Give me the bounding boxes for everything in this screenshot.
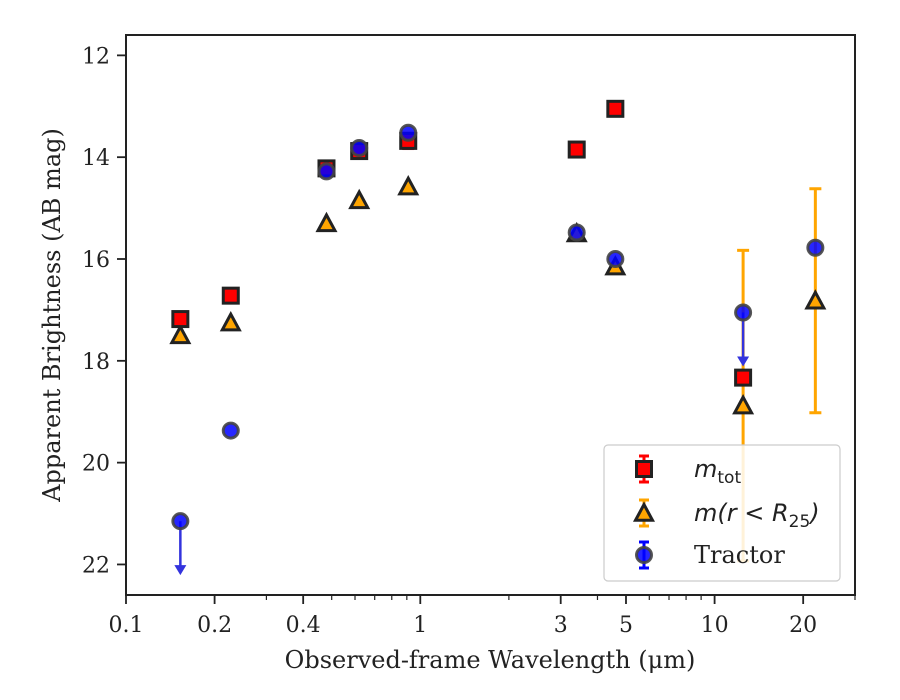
x-tick-label: 5 [619, 613, 633, 638]
circle-point [171, 512, 190, 531]
tick-labels: 0.1 0.2 0.4 1 3 5 10 20 12 14 16 18 20 22 [82, 44, 817, 638]
circle-point [317, 162, 336, 181]
y-tick-label: 20 [82, 452, 110, 477]
legend-label-main: m(r < R [694, 499, 789, 527]
triangle-point [348, 188, 371, 210]
legend-label-subscript: tot [717, 468, 741, 488]
tick-marks [117, 54, 856, 604]
series-circles [171, 123, 825, 576]
legend-label-main: Tractor [694, 541, 785, 569]
circle-point [350, 139, 369, 158]
circle-point [567, 223, 586, 242]
axes [125, 34, 856, 596]
triangle-point [169, 323, 192, 345]
legend-box [603, 444, 841, 582]
square-point [567, 140, 586, 159]
legend-label-main: m [694, 455, 717, 483]
circle-point [221, 421, 240, 440]
series-squares [171, 99, 753, 387]
plot-frame [125, 34, 856, 596]
square-point [606, 99, 625, 118]
y-tick-label: 22 [82, 553, 110, 578]
y-tick-label: 16 [82, 248, 110, 273]
legend-square-marker [635, 460, 653, 478]
legend-label: m(r < R25) [694, 499, 820, 532]
square-point [734, 368, 753, 387]
x-tick-label: 0.1 [109, 613, 144, 638]
y-tick-label: 14 [82, 146, 110, 171]
triangle-point [219, 310, 242, 332]
x-tick-label: 10 [701, 613, 729, 638]
legend-label: mtot [694, 455, 741, 488]
upper-limit-arrowhead [174, 565, 187, 576]
x-tick-label: 0.2 [197, 613, 232, 638]
legend: mtot m(r < R25) Tractor [603, 444, 841, 582]
x-tick-label: 3 [554, 613, 568, 638]
triangle-point [315, 211, 338, 233]
y-axis-label: Apparent Brightness (AB mag) [38, 128, 66, 503]
legend-circle-marker [635, 546, 653, 564]
circle-point [734, 303, 753, 322]
legend-triangle-marker [632, 501, 656, 522]
legend-label-subscript: 25 [789, 512, 811, 532]
triangle-point [804, 289, 827, 310]
x-tick-label: 0.4 [286, 613, 321, 638]
square-point [221, 286, 240, 305]
legend-label: Tractor [694, 541, 785, 569]
data-series [169, 99, 827, 576]
x-axis-label: Observed-frame Wavelength (μm) [285, 646, 696, 674]
legend-label-tail: ) [808, 499, 819, 527]
triangle-point [732, 393, 755, 415]
triangle-point [397, 175, 420, 196]
y-tick-label: 12 [82, 44, 110, 69]
upper-limit-arrowhead [737, 356, 750, 367]
y-tick-label: 18 [82, 350, 110, 375]
square-point [171, 310, 190, 329]
x-tick-label: 20 [789, 613, 817, 638]
circle-point [399, 123, 418, 142]
circle-point [606, 250, 625, 268]
circle-point [806, 238, 825, 257]
x-tick-label: 1 [413, 613, 427, 638]
